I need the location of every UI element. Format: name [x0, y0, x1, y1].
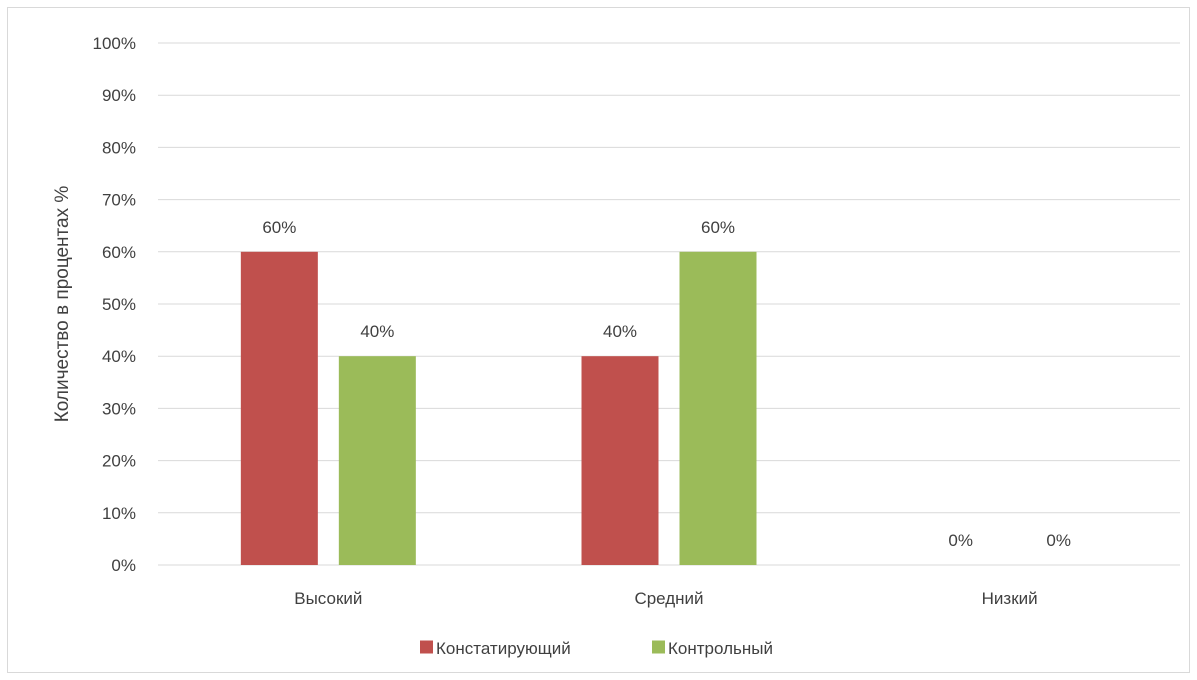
legend: Констатирующий Контрольный [420, 639, 773, 658]
data-labels: 60% 40% 40% 60% 0% 0% [262, 218, 1071, 550]
data-label: 0% [1046, 531, 1071, 550]
y-tick-label: 60% [102, 243, 136, 262]
y-tick-label: 90% [102, 86, 136, 105]
bars [240, 251, 757, 566]
y-tick-label: 20% [102, 452, 136, 471]
legend-label: Контрольный [668, 639, 773, 658]
bar [679, 251, 757, 566]
y-tick-label: 70% [102, 191, 136, 210]
y-axis-title: Количество в процентах % [52, 186, 73, 423]
data-label: 40% [360, 322, 394, 341]
y-tick-label: 80% [102, 138, 136, 157]
legend-label: Констатирующий [436, 639, 571, 658]
data-label: 40% [603, 322, 637, 341]
y-tick-label: 0% [111, 556, 136, 575]
data-label: 60% [701, 218, 735, 237]
x-category-label: Высокий [294, 589, 362, 608]
legend-swatch [652, 640, 665, 654]
y-axis-ticks: 0% 10% 20% 30% 40% 50% 60% 70% 80% 90% 100% [93, 34, 136, 575]
legend-swatch [420, 640, 433, 654]
bar [240, 251, 318, 566]
bar [581, 356, 659, 565]
y-tick-label: 40% [102, 347, 136, 366]
data-label: 0% [948, 531, 973, 550]
y-tick-label: 50% [102, 295, 136, 314]
bar [338, 356, 416, 565]
y-tick-label: 10% [102, 504, 136, 523]
y-tick-label: 100% [93, 34, 136, 53]
x-axis-categories: Высокий Средний Низкий [294, 589, 1037, 608]
data-label: 60% [262, 218, 296, 237]
gridlines [158, 42, 1180, 566]
x-category-label: Низкий [982, 589, 1038, 608]
y-tick-label: 30% [102, 399, 136, 418]
x-category-label: Средний [634, 589, 703, 608]
